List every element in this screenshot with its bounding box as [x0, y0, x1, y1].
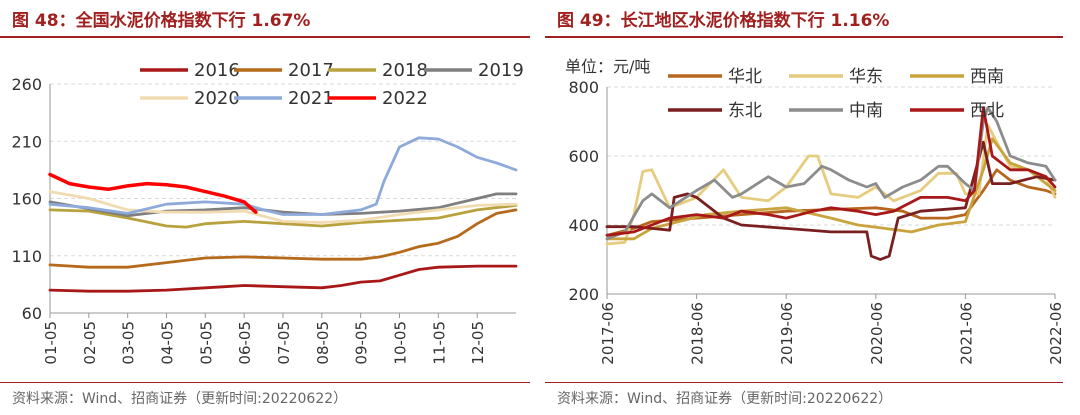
y-tick-label: 600 — [568, 147, 599, 166]
x-tick-label: 06-05 — [236, 321, 254, 365]
legend-label: 2016 — [194, 60, 240, 81]
x-tick-label: 07-05 — [275, 321, 293, 365]
yangtze-cement-price-chart: 200 400 600 800 2017-06 2018-06 2019-06 2020-06… — [565, 57, 1065, 365]
legend-label: 中南 — [849, 101, 883, 121]
y-tick-label: 800 — [568, 78, 599, 97]
x-tick-label: 02-05 — [81, 321, 99, 365]
source-rule — [0, 382, 530, 383]
series-line-华东 — [605, 123, 1057, 246]
chart-title-national: 图 48：全国水泥价格指数下行 1.67% — [12, 11, 311, 31]
y-tick-label: 200 — [568, 285, 599, 304]
y-tick-label: 210 — [11, 132, 42, 151]
x-tick-label: 08-05 — [314, 321, 332, 365]
unit-label: 单位：元/吨 — [565, 57, 650, 76]
x-tick-label: 2017-06 — [599, 302, 617, 365]
x-tick-label: 01-05 — [42, 321, 60, 365]
series-line-2020 — [48, 190, 518, 224]
legend-label: 华东 — [849, 67, 883, 87]
x-tick-label: 2020-06 — [868, 302, 886, 365]
title-rule — [545, 36, 1063, 38]
legend-label: 2019 — [478, 60, 524, 81]
national-cement-price-chart: 60 110 160 210 260 01-05 02-05 03-05 04-05 05-05 0… — [11, 60, 524, 365]
legend-label: 2017 — [288, 60, 334, 81]
source-note: 资料来源：Wind、招商证券（更新时间:20220622） — [557, 391, 893, 407]
chart-title-yangtze: 图 49：长江地区水泥价格指数下行 1.16% — [557, 11, 890, 31]
y-tick-label: 400 — [568, 216, 599, 235]
x-tick-label: 2021-06 — [957, 302, 975, 365]
series-line-西南 — [605, 137, 1057, 241]
title-rule — [0, 36, 530, 38]
panel-yangtze: 图 49：长江地区水泥价格指数下行 1.16% 200 400 600 800 2017… — [545, 0, 1080, 415]
panel-national: 图 48：全国水泥价格指数下行 1.67% 60 110 160 210 260 01-0… — [0, 0, 530, 415]
x-tick-label: 11-05 — [430, 321, 448, 365]
x-tick-label: 2018-06 — [689, 302, 707, 365]
x-tick-label: 2022-06 — [1047, 302, 1065, 365]
series-line-中南 — [605, 106, 1057, 241]
source-note: 资料来源：Wind、招商证券（更新时间:20220622） — [12, 391, 348, 407]
series-line-2018 — [48, 203, 518, 229]
x-tick-label: 09-05 — [353, 321, 371, 365]
legend-label: 西北 — [970, 101, 1004, 121]
legend-label: 华北 — [728, 67, 762, 87]
legend-label: 2022 — [382, 88, 428, 109]
source-rule — [545, 382, 1063, 383]
x-tick-label: 03-05 — [120, 321, 138, 365]
series-line-西北 — [605, 106, 1057, 237]
legend-label: 2018 — [382, 60, 428, 81]
series-line-东北 — [605, 140, 1057, 261]
x-tick-label: 2019-06 — [778, 302, 796, 365]
x-tick-label: 05-05 — [197, 321, 215, 365]
series-line-2022 — [48, 172, 258, 214]
legend-label: 2021 — [288, 88, 334, 109]
y-tick-label: 260 — [11, 75, 42, 94]
x-tick-label: 04-05 — [159, 321, 177, 365]
series-line-2017 — [48, 208, 518, 269]
series-line-2016 — [48, 264, 518, 293]
legend-label: 2020 — [194, 88, 240, 109]
y-tick-label: 160 — [11, 190, 42, 209]
legend-label: 东北 — [728, 101, 762, 121]
x-tick-label: 10-05 — [392, 321, 410, 365]
series-line-2021 — [48, 136, 518, 216]
y-tick-label: 60 — [22, 304, 42, 323]
legend-label: 西南 — [970, 67, 1004, 87]
y-tick-label: 110 — [11, 247, 42, 266]
x-tick-label: 12-05 — [469, 321, 487, 365]
